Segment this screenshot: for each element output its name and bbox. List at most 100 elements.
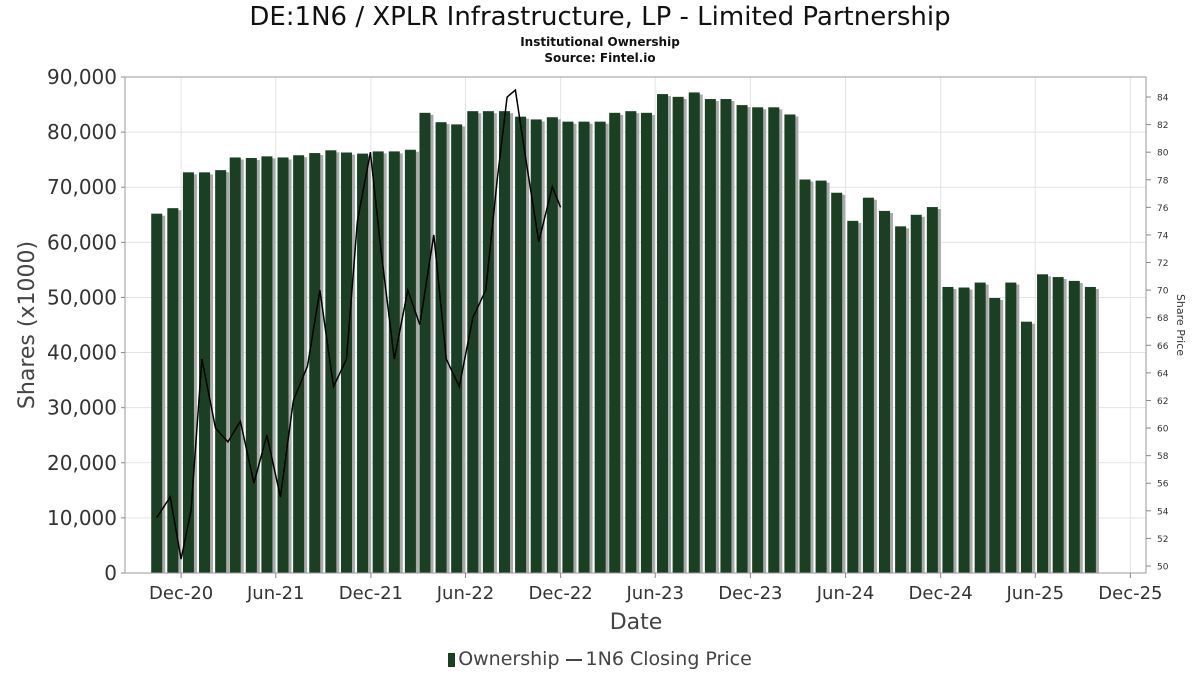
ownership-bar: [815, 180, 827, 573]
ownership-bar: [1068, 280, 1080, 573]
y-tick-label: 60,000: [47, 230, 117, 254]
y2-tick-label: 66: [1157, 342, 1169, 352]
ownership-bar: [688, 92, 700, 573]
ownership-bar: [151, 213, 163, 574]
ownership-bar: [989, 297, 1001, 573]
ownership-chart: 0 10,000 20,000 30,000 40,000 50,000 60,000 70,…: [15, 65, 1187, 635]
ownership-bar: [1084, 286, 1096, 573]
x-tick-label: Dec-25: [1098, 583, 1162, 604]
x-tick-label: Jun-23: [625, 583, 684, 604]
y2-tick-label: 78: [1157, 176, 1169, 186]
y2-tick-label: 56: [1157, 480, 1169, 490]
ownership-bar: [672, 96, 684, 573]
ownership-bar: [229, 157, 241, 573]
ownership-bar: [325, 150, 337, 573]
ownership-bar: [562, 121, 574, 573]
ownership-bar: [704, 99, 716, 574]
ownership-bar: [388, 151, 400, 573]
legend-ownership-label: Ownership: [458, 648, 560, 670]
y2-tick-label: 76: [1157, 204, 1169, 214]
ownership-bar: [895, 226, 907, 573]
ownership-bar: [640, 112, 652, 574]
x-tick-label: Dec-24: [909, 583, 973, 604]
ownership-bar: [926, 207, 938, 573]
ownership-bar: [293, 155, 305, 573]
x-tick-label: Dec-20: [149, 583, 213, 604]
legend-ownership-swatch: [448, 652, 456, 667]
y2-tick-label: 74: [1157, 231, 1169, 241]
legend-price-swatch: [565, 658, 582, 661]
y-tick-label: 0: [104, 561, 117, 585]
ownership-bar: [245, 158, 257, 573]
legend-price-label: 1N6 Closing Price: [585, 648, 752, 670]
x-tick-label: Dec-22: [529, 583, 593, 604]
ownership-bar: [530, 119, 542, 574]
ownership-bar: [372, 151, 384, 573]
y2-tick-label: 82: [1157, 121, 1168, 131]
ownership-bar: [182, 172, 194, 573]
ownership-bar: [879, 210, 891, 574]
y-tick-label: 90,000: [47, 65, 117, 89]
ownership-bar: [498, 111, 510, 574]
ownership-bar: [404, 149, 416, 573]
ownership-bar: [277, 157, 289, 573]
chart-subtitle: Institutional Ownership: [520, 35, 680, 49]
chart-legend: Ownership 1N6 Closing Price: [0, 648, 1200, 670]
ownership-bar: [215, 170, 227, 574]
y2-tick-label: 52: [1157, 535, 1168, 545]
y2-tick-label: 64: [1157, 369, 1169, 379]
y-tick-label: 10,000: [47, 506, 117, 530]
ownership-bar: [910, 214, 922, 573]
ownership-bar: [752, 107, 764, 574]
x-tick-label: Dec-23: [718, 583, 782, 604]
ownership-bar: [435, 122, 447, 574]
ownership-bar: [340, 152, 352, 573]
ownership-bar: [831, 192, 843, 573]
ownership-bar: [958, 287, 970, 573]
x-tick-label: Jun-24: [816, 583, 875, 604]
x-tick-label: Dec-21: [339, 583, 403, 604]
ownership-bar: [1052, 277, 1064, 573]
y2-tick-label: 62: [1157, 397, 1168, 407]
y2-tick-label: 72: [1157, 259, 1168, 269]
price-line: [156, 88, 562, 560]
ownership-bar: [261, 156, 273, 574]
ownership-bar: [482, 111, 494, 574]
y-tick-label: 30,000: [47, 396, 117, 420]
ownership-bar: [467, 111, 479, 574]
ownership-bar: [974, 282, 986, 573]
ownership-bar: [847, 220, 859, 573]
y2-tick-label: 84: [1157, 94, 1169, 104]
ownership-bar: [1020, 321, 1032, 573]
ownership-bar: [657, 94, 669, 573]
y-axis-title: Shares (x1000): [15, 241, 40, 409]
ownership-bar: [1037, 274, 1049, 573]
y-tick-label: 40,000: [47, 341, 117, 365]
ownership-bar: [942, 286, 954, 573]
ownership-bar: [167, 208, 179, 574]
ownership-bar: [451, 124, 463, 573]
y2-axis-title: Share Price: [1174, 294, 1187, 356]
ownership-bar: [309, 153, 321, 573]
y-tick-label: 80,000: [47, 120, 117, 144]
ownership-bar: [594, 121, 606, 573]
ownership-bar: [419, 112, 431, 574]
ownership-bar: [736, 105, 748, 574]
x-tick-label: Jun-22: [436, 583, 495, 604]
y-tick-label: 70,000: [47, 175, 117, 199]
ownership-bar: [625, 111, 637, 574]
ownership-bar: [720, 99, 732, 574]
x-tick-label: Jun-21: [246, 583, 305, 604]
ownership-bar: [862, 197, 874, 573]
ownership-bar: [515, 116, 527, 574]
ownership-bar: [546, 117, 558, 573]
x-tick-label: Jun-25: [1006, 583, 1065, 604]
ownership-bar: [768, 107, 780, 574]
x-axis-title: Date: [610, 610, 663, 635]
y2-tick-label: 60: [1157, 425, 1169, 435]
ownership-bar: [1005, 282, 1017, 573]
y2-tick-label: 70: [1157, 287, 1169, 297]
y2-tick-label: 54: [1157, 507, 1169, 517]
y2-tick-label: 58: [1157, 452, 1169, 462]
ownership-bar: [609, 112, 621, 574]
